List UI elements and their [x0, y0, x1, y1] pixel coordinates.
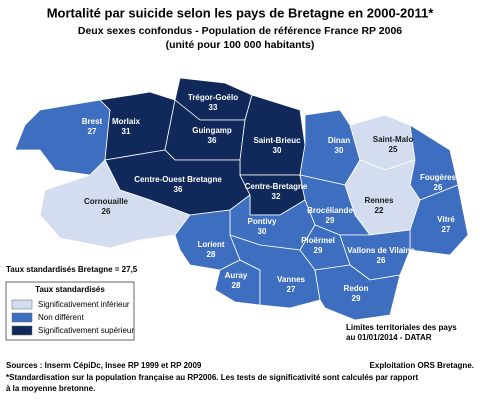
region-value: 31: [122, 127, 131, 136]
region-name: Lorient: [197, 240, 224, 249]
limits: au 01/01/2014 - DATAR: [346, 333, 432, 342]
region-name: Centre-Bretagne: [245, 182, 308, 191]
region-shape: [39, 159, 191, 249]
region-value: 28: [232, 281, 241, 290]
region-name: Saint-Malo: [373, 135, 414, 144]
region-name: Dinan: [328, 136, 350, 145]
region-name: Vallons de Vilaine: [347, 246, 415, 255]
legend-swatch: [11, 312, 33, 323]
average: Taux standardisés Bretagne = 27,5: [6, 265, 138, 274]
region-name: Fougères: [420, 173, 457, 182]
credit: Exploitation ORS Bretagne.: [370, 361, 474, 370]
note: *Standardisation sur la population franç…: [6, 373, 418, 382]
region-value: 29: [352, 294, 361, 303]
region-value: 36: [174, 185, 183, 194]
region-value: 30: [335, 146, 344, 155]
region-value: 36: [208, 136, 217, 145]
region-value: 33: [209, 103, 218, 112]
region-value: 30: [273, 146, 282, 155]
region-name: Morlaix: [112, 117, 141, 126]
region-value: 26: [434, 183, 443, 192]
subtitle: Deux sexes confondus - Population de réf…: [78, 25, 402, 37]
legend-label: Non différent: [38, 313, 84, 322]
region-name: Brocéliande: [307, 206, 353, 215]
region-name: Saint-Brieuc: [253, 136, 301, 145]
legend-swatch: [11, 299, 33, 310]
region-value: 26: [102, 207, 111, 216]
title: Mortalité par suicide selon les pays de …: [47, 5, 435, 20]
region-name: Guingamp: [192, 126, 232, 135]
note: à la moyenne bretonne.: [6, 384, 95, 393]
region-value: 29: [326, 216, 335, 225]
region-value: 29: [314, 246, 323, 255]
region-value: 27: [88, 127, 97, 136]
region-name: Brest: [82, 117, 103, 126]
region-shape: [299, 109, 361, 186]
region-shape: [314, 264, 401, 321]
region-name: Vannes: [277, 275, 306, 284]
region-name: Redon: [344, 284, 369, 293]
region-value: 30: [258, 227, 267, 236]
legend-label: Significativement supérieur: [38, 326, 134, 335]
region-name: Trégor-Goëlo: [188, 93, 238, 102]
region-name: Auray: [225, 271, 248, 280]
region-name: Ploërmel: [301, 236, 335, 245]
region-value: 25: [389, 145, 398, 154]
subtitle: (unité pour 100 000 habitants): [166, 39, 315, 51]
region-value: 26: [377, 256, 386, 265]
region-name: Vitré: [437, 215, 455, 224]
region-shape: [239, 94, 306, 176]
legend-title: Taux standardisés: [35, 285, 105, 294]
legend-label: Significativement inférieur: [38, 300, 130, 309]
legend-swatch: [11, 325, 33, 336]
sources: Sources : Inserm CépiDc, Insee RP 1999 e…: [6, 361, 202, 370]
region-name: Centre-Ouest Bretagne: [134, 175, 222, 184]
region-value: 22: [375, 206, 384, 215]
region-name: Cornouaille: [84, 197, 129, 206]
region-name: Rennes: [365, 196, 394, 205]
region-value: 28: [207, 250, 216, 259]
region-name: Pontivy: [248, 217, 277, 226]
region-value: 32: [272, 192, 281, 201]
region-value: 27: [287, 285, 296, 294]
region-value: 27: [442, 225, 451, 234]
region-shape: [14, 99, 111, 176]
limits: Limites territoriales des pays: [346, 323, 457, 332]
